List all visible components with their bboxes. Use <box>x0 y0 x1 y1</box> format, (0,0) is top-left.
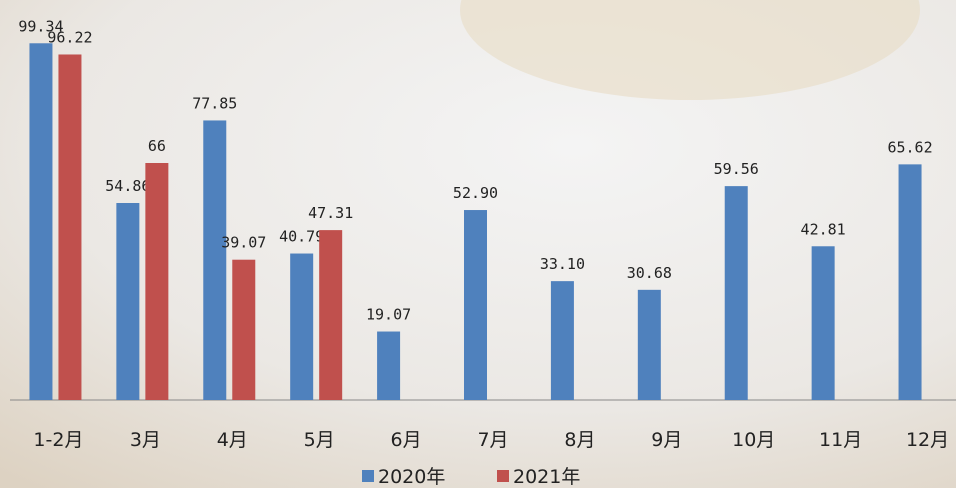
value-label: 33.10 <box>540 255 585 273</box>
value-label: 30.68 <box>627 264 672 282</box>
value-label: 39.07 <box>221 234 266 252</box>
value-label: 54.86 <box>105 177 150 195</box>
value-label: 47.31 <box>308 204 353 222</box>
bar <box>319 230 343 400</box>
legend-swatch <box>497 470 509 482</box>
value-label: 66 <box>148 137 166 155</box>
bar <box>145 163 169 400</box>
value-label: 42.81 <box>801 220 846 238</box>
bar <box>58 54 82 400</box>
bar <box>724 186 748 400</box>
x-tick-label: 10月 <box>732 429 775 451</box>
value-label: 59.56 <box>714 160 759 178</box>
value-label: 96.22 <box>47 28 92 46</box>
bar <box>811 246 835 400</box>
bar <box>377 331 401 400</box>
x-tick-label: 4月 <box>217 429 248 451</box>
bar <box>464 210 487 400</box>
value-label: 19.07 <box>366 306 411 324</box>
x-tick-label: 8月 <box>564 429 595 451</box>
bar <box>898 164 922 400</box>
bowl <box>460 0 920 100</box>
x-tick-label: 9月 <box>651 429 682 451</box>
bar <box>637 289 661 400</box>
value-label: 65.62 <box>887 138 932 156</box>
value-label: 40.79 <box>279 228 324 246</box>
x-tick-label: 1-2月 <box>33 429 83 451</box>
x-tick-label: 5月 <box>304 429 335 451</box>
bar <box>203 120 227 400</box>
bar <box>116 203 140 400</box>
value-label: 52.90 <box>453 184 498 202</box>
x-tick-label: 11月 <box>819 429 862 451</box>
x-tick-label: 6月 <box>391 429 422 451</box>
x-tick-label: 3月 <box>130 429 161 451</box>
legend-label: 2020年 <box>378 466 445 488</box>
x-tick-label: 12月 <box>906 429 949 451</box>
x-tick-label: 7月 <box>477 429 508 451</box>
bar <box>29 43 53 401</box>
legend-swatch <box>362 470 374 482</box>
value-label: 77.85 <box>192 94 237 112</box>
bar <box>290 253 314 400</box>
value-label: 99.34 <box>18 17 63 35</box>
bar <box>232 259 256 400</box>
bar <box>550 281 574 400</box>
legend-label: 2021年 <box>513 466 580 488</box>
